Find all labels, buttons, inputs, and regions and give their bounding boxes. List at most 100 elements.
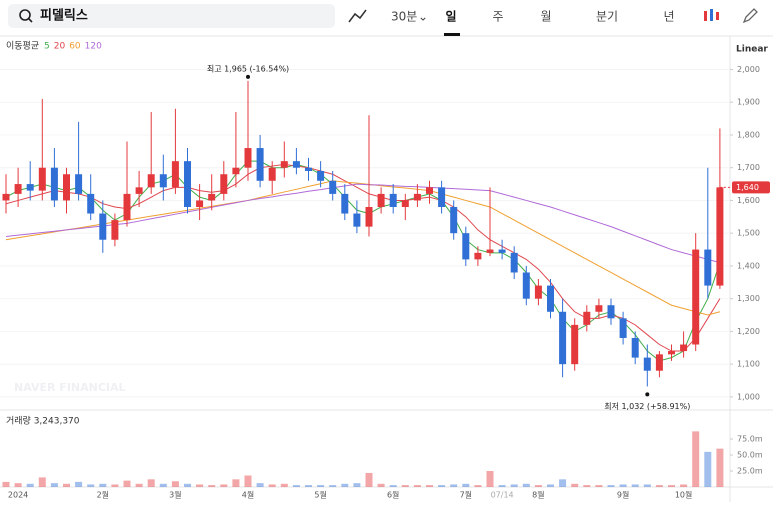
candle-body [244,148,252,168]
candle-body [486,249,494,253]
x-tick-label: 3월 [169,490,181,500]
volume-bar [99,483,107,487]
volume-bar [426,485,433,487]
candle-body [317,170,325,181]
volume-tick-label: 75.0m [737,435,763,444]
period-tab[interactable]: 주 [492,10,503,24]
x-tick-label: 10월 [675,490,693,500]
candle-body [208,193,216,201]
y-tick-label: 1,600 [737,196,760,205]
y-tick-label: 1,200 [737,327,760,336]
candle-body [341,193,349,214]
volume-bar [377,483,385,487]
volume-bar [655,485,663,487]
ma-line [5,163,721,352]
dropdown-arrow[interactable]: ⌄ [418,10,428,24]
x-tick-label: 2월 [97,490,109,500]
candle-body [583,311,591,325]
volume-bar [547,484,554,487]
ma-legend-entry: 5 [44,42,50,52]
interval-select[interactable]: 30분 [391,10,417,24]
volume-bar [680,484,688,487]
chart-type-icon[interactable] [348,9,367,23]
volume-bar [329,485,337,487]
x-tick-label: 9월 [617,490,629,500]
candle-body [450,206,458,234]
min-marker [645,392,650,397]
watermark: NAVER FINANCIAL [14,381,126,394]
candle-body [2,193,10,201]
volume-bar [244,475,252,487]
volume-bar [365,472,373,487]
period-tabs: 일 주 월 분기 년 [445,10,674,24]
volume-bar [413,485,421,487]
volume-bar [159,483,167,487]
candle-body [14,184,22,194]
volume-bar [619,484,627,487]
y-tick-label: 1,700 [737,163,760,172]
candle-body [377,193,385,207]
candle-body [256,148,264,181]
volume-bar [50,483,58,487]
y-tick-label: 1,800 [737,130,760,139]
candle-body [619,318,627,338]
candle-body [631,337,639,358]
candle-body [692,249,700,345]
candle-body [413,193,421,201]
candle-icon[interactable] [710,9,713,21]
candle-body [220,174,228,194]
volume-bar [450,484,458,487]
volume-bar [220,484,228,487]
ma-line [5,180,721,316]
volume-bar [2,481,10,487]
candle-body [389,193,397,207]
min-annotation: 최저 1,032 (+58.91%) [604,401,690,411]
max-annotation: 최고 1,965 (-16.54%) [207,63,289,73]
volume-bar [438,485,446,487]
volume-bar [583,485,591,487]
volume-bar [232,479,240,487]
candle-body [426,187,433,194]
period-tab[interactable]: 년 [663,10,674,24]
search-text[interactable]: 피델릭스 [40,9,88,24]
candle-body [655,354,663,371]
candle-body [571,324,579,365]
x-tick-label: 7월 [460,490,472,500]
candle-body [87,193,95,214]
candle-body [522,272,530,299]
candle-body [232,167,240,175]
candle-body [559,311,567,365]
candle-body [305,167,312,171]
period-tab[interactable]: 월 [540,10,551,24]
volume-bar [280,483,288,487]
candle-body [680,344,688,352]
candle-body [643,357,651,371]
x-tick-label: 07/14 [491,491,514,500]
candle-body [474,252,482,260]
volume-bar [389,485,397,487]
x-tick-label: 4월 [242,490,254,500]
candle-body [510,252,518,273]
volume-bar [123,480,131,487]
volume-bar [595,485,603,487]
search-box[interactable] [8,4,335,28]
volume-bar [498,485,506,487]
candle-icon[interactable] [704,11,707,21]
pencil-icon[interactable] [742,8,758,24]
volume-bar [256,483,264,487]
candle-body [280,161,288,168]
candle-body [171,161,179,188]
volume-bar [208,485,216,487]
ma-line [5,183,721,264]
period-tab[interactable]: 일 [445,10,456,24]
volume-bar [75,481,83,487]
candle-body [704,249,712,286]
volume-bar [704,451,712,487]
scale-mode[interactable]: Linear [736,45,768,55]
volume-bar [26,483,34,487]
volume-bar [353,483,361,487]
volume-tick-label: 25.0m [737,467,763,476]
candle-icon[interactable] [716,12,719,20]
candle-body [111,220,119,240]
period-tab[interactable]: 분기 [596,10,618,24]
